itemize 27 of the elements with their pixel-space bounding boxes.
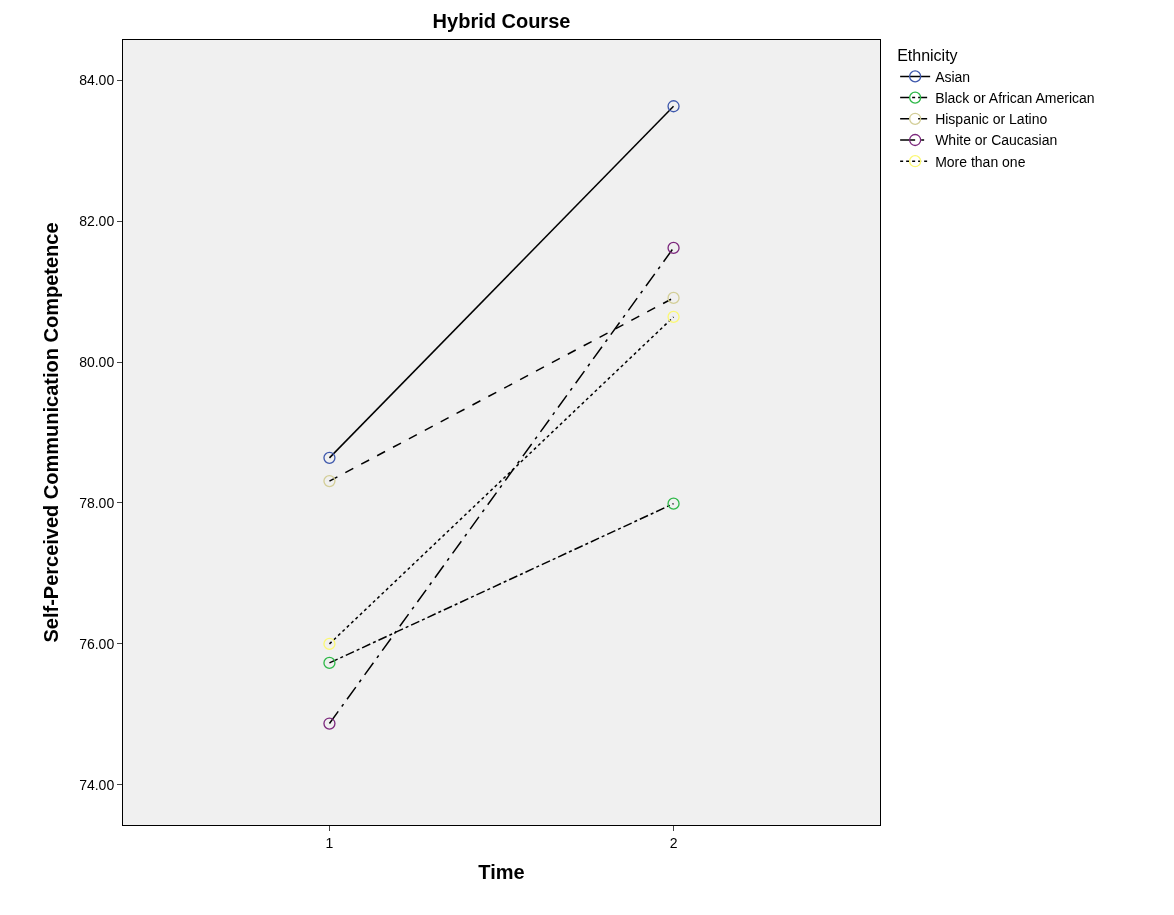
point <box>323 474 336 488</box>
legend-label: White or Caucasian <box>935 132 1058 149</box>
point <box>667 100 680 113</box>
x-tick-label: 1 <box>325 834 334 851</box>
point <box>667 241 680 255</box>
y-tick-label: 84.00 <box>79 72 115 89</box>
y-tick-label: 76.00 <box>79 635 115 652</box>
x-tick-label: 2 <box>669 834 678 851</box>
y-tick-label: 74.00 <box>79 776 115 793</box>
legend-label: Black or African American <box>935 90 1095 107</box>
chart-title: Hybrid Course <box>432 9 571 32</box>
point <box>667 310 680 324</box>
legend-label: Asian <box>935 68 971 85</box>
point <box>323 656 336 670</box>
y-tick-label: 78.00 <box>79 494 115 511</box>
y-axis-title: Self-Perceived Communication Competence <box>39 222 62 643</box>
y-tick-label: 80.00 <box>79 353 115 370</box>
legend-title: Ethnicity <box>897 46 958 64</box>
point <box>323 637 336 651</box>
point <box>667 291 680 305</box>
point <box>323 451 336 465</box>
point <box>323 717 336 730</box>
legend-label: More than one <box>935 153 1026 170</box>
y-tick-label: 82.00 <box>79 213 115 229</box>
point <box>667 497 680 510</box>
legend-label: Hispanic or Latino <box>935 111 1048 128</box>
x-axis-title: Time <box>478 861 525 884</box>
